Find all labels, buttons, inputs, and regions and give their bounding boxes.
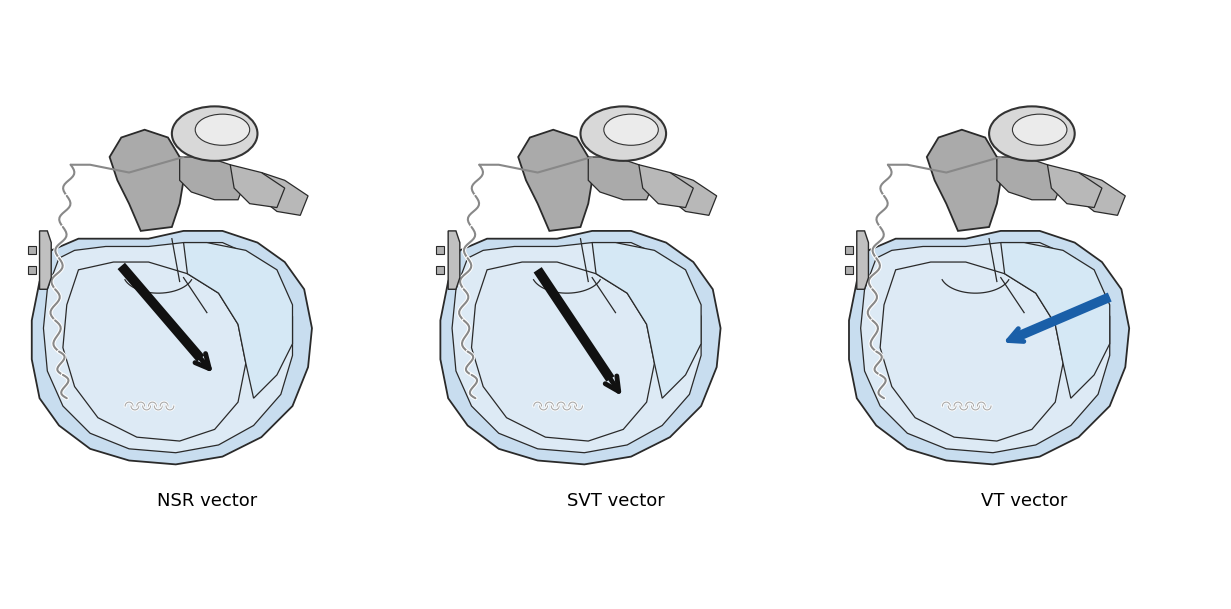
Polygon shape <box>518 130 592 231</box>
Ellipse shape <box>196 114 250 146</box>
FancyArrow shape <box>1016 292 1112 341</box>
Polygon shape <box>257 172 308 216</box>
Polygon shape <box>437 266 444 273</box>
Ellipse shape <box>988 107 1075 161</box>
Text: VT vector: VT vector <box>981 491 1067 510</box>
FancyArrow shape <box>533 267 614 382</box>
Polygon shape <box>997 157 1064 200</box>
FancyArrow shape <box>118 262 204 362</box>
Ellipse shape <box>172 107 257 161</box>
Text: SVT vector: SVT vector <box>566 491 665 510</box>
Polygon shape <box>880 262 1064 441</box>
Polygon shape <box>846 266 853 273</box>
Ellipse shape <box>604 114 659 146</box>
Polygon shape <box>39 231 52 289</box>
Polygon shape <box>28 247 36 254</box>
Text: NSR vector: NSR vector <box>156 491 257 510</box>
Polygon shape <box>860 242 1109 452</box>
Polygon shape <box>927 130 1001 231</box>
Polygon shape <box>639 165 693 208</box>
Ellipse shape <box>1012 114 1067 146</box>
Ellipse shape <box>581 107 666 161</box>
Polygon shape <box>32 231 311 465</box>
Polygon shape <box>471 262 655 441</box>
Polygon shape <box>441 231 720 465</box>
Polygon shape <box>846 247 853 254</box>
Polygon shape <box>857 231 868 289</box>
Polygon shape <box>63 262 246 441</box>
Polygon shape <box>588 157 655 200</box>
Polygon shape <box>110 130 183 231</box>
Polygon shape <box>1075 172 1125 216</box>
Polygon shape <box>666 172 716 216</box>
Polygon shape <box>180 157 246 200</box>
Polygon shape <box>230 165 284 208</box>
Polygon shape <box>183 242 293 398</box>
Polygon shape <box>448 231 460 289</box>
Polygon shape <box>592 242 702 398</box>
Polygon shape <box>1001 242 1109 398</box>
Polygon shape <box>452 242 702 452</box>
Polygon shape <box>28 266 36 273</box>
Polygon shape <box>43 242 293 452</box>
Polygon shape <box>1048 165 1102 208</box>
Polygon shape <box>849 231 1129 465</box>
Polygon shape <box>437 247 444 254</box>
